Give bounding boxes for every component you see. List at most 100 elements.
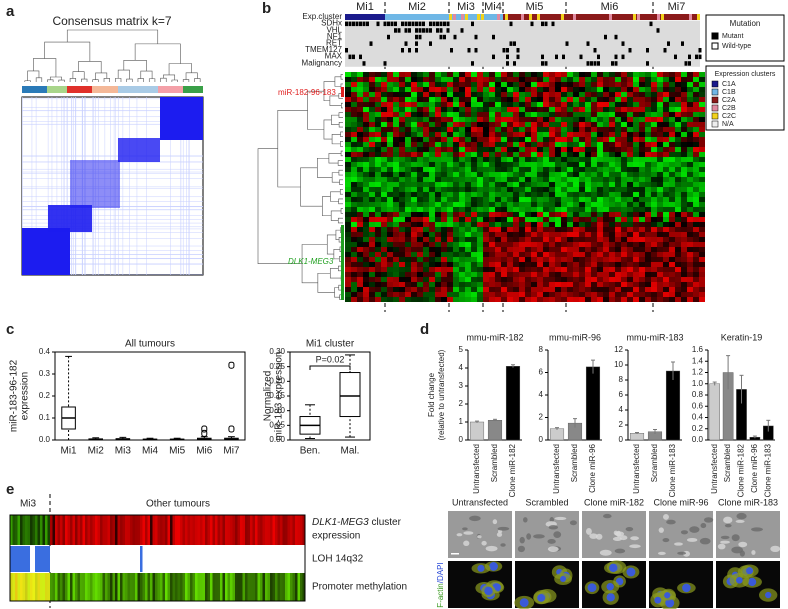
heatmap-cell [597,177,603,182]
heatmap-cell [459,182,465,187]
heatmap-cell [483,227,489,232]
heatmap-cell [549,87,555,92]
heatmap-cell [411,162,417,167]
heatmap-cell [573,282,579,287]
heatmap-cell [657,242,663,247]
heatmap-cell [399,137,405,142]
heatmap-cell [435,152,441,157]
expr-cell [272,515,275,545]
heatmap-cell [435,172,441,177]
heatmap-cell [699,197,705,202]
heatmap-cell [453,167,459,172]
heatmap-cell [531,287,537,292]
heatmap-cell [621,107,627,112]
heatmap-cell [597,87,603,92]
heatmap-cell [567,92,573,97]
exp-cluster-bar [497,14,500,20]
heatmap-cell [687,157,693,162]
heatmap-cell [351,112,357,117]
heatmap-cell [513,127,519,132]
expr-cell [207,515,210,545]
heatmap-cell [681,282,687,287]
heatmap-cell [465,252,471,257]
heatmap-cell [621,77,627,82]
heatmap-cell [693,92,699,97]
heatmap-cell [441,222,447,227]
heatmap-cell [681,202,687,207]
legend-box [705,65,785,131]
loh-cell [202,546,205,572]
heatmap-cell [351,167,357,172]
heatmap-cell [585,297,591,302]
meth-cell [82,573,85,601]
heatmap-cell [345,192,351,197]
heatmap-cell [531,162,537,167]
heatmap-cell [657,87,663,92]
heatmap-cell [525,152,531,157]
heatmap-cell [633,112,639,117]
heatmap-cell [465,137,471,142]
heatmap-cell [411,122,417,127]
heatmap-cell [507,92,513,97]
loh-cell [37,546,40,572]
y-axis-label: Normalized [263,371,274,422]
heatmap-cell [639,222,645,227]
heatmap-cell [363,82,369,87]
heatmap-cell [687,242,693,247]
dendrogram-branch [140,70,153,79]
heatmap-cell [597,117,603,122]
heatmap-cell [645,197,651,202]
heatmap-cell [699,292,705,297]
y-tick-label: 8 [539,345,544,354]
loh-cell [97,546,100,572]
heatmap-cell [603,182,609,187]
heatmap-cell [417,72,423,77]
heatmap-cell [603,247,609,252]
heatmap-cell [531,217,537,222]
heatmap-cell [543,92,549,97]
heatmap-cell [567,142,573,147]
heatmap-cell [657,97,663,102]
mutation-mark [362,61,366,66]
heatmap-cell [669,207,675,212]
heatmap-cell [675,222,681,227]
heatmap-cell [363,197,369,202]
heatmap-cell [483,72,489,77]
heatmap-cell [579,277,585,282]
heatmap-cell [465,277,471,282]
heatmap-cell [477,252,483,257]
mutation-mark [492,34,495,40]
heatmap-cell [663,87,669,92]
heatmap-cell [537,72,543,77]
heatmap-cell [597,267,603,272]
heatmap-cell [405,72,411,77]
heatmap-cell [657,112,663,117]
heatmap-cell [495,92,501,97]
heatmap-cell [393,257,399,262]
heatmap-cell [483,237,489,242]
heatmap-cell [369,297,375,302]
group-label: Mi3 [20,499,37,510]
heatmap-cell [345,237,351,242]
heatmap-cell [417,137,423,142]
heatmap-cell [543,232,549,237]
heatmap-cell [423,207,429,212]
heatmap-cell [555,282,561,287]
heatmap-cell [651,112,657,117]
meth-cell [130,573,133,601]
heatmap-cell [507,292,513,297]
heatmap-cell [405,272,411,277]
expr-cell [167,515,170,545]
heatmap-cell [645,92,651,97]
heatmap-cell [621,142,627,147]
mutation-mark [411,21,415,27]
heatmap-cell [615,147,621,152]
heatmap-cell [645,192,651,197]
heatmap-cell [621,157,627,162]
heatmap-cell [375,112,381,117]
heatmap-cell [471,72,477,77]
dendrogram-branch [323,119,333,140]
heatmap-cell [615,212,621,217]
meth-cell [162,573,165,601]
heatmap-cell [651,82,657,87]
